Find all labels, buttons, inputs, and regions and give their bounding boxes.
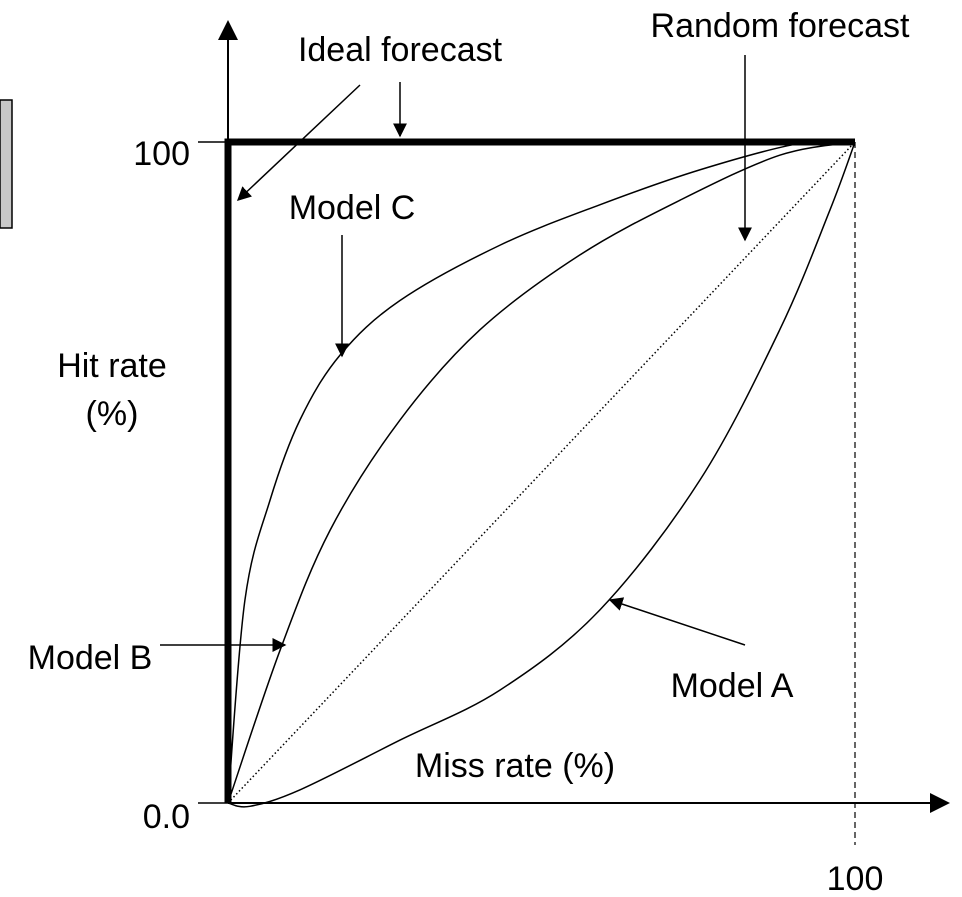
- series-line: [227, 140, 856, 804]
- y-axis-label: Hit rate (%): [57, 347, 167, 433]
- y-tick-label: 100: [133, 135, 190, 173]
- series-line: [227, 141, 856, 804]
- series-line: [224, 138, 855, 803]
- x-axis-label: Miss rate (%): [415, 747, 615, 785]
- side-box: [0, 99, 13, 229]
- series-label: Model A: [671, 667, 794, 705]
- series-label: Random forecast: [651, 7, 910, 45]
- arrow: [608, 597, 746, 646]
- series-label: Ideal forecast: [298, 31, 503, 69]
- series-line: [227, 141, 856, 808]
- x-tick-label: 100: [827, 860, 884, 897]
- series-label: Model B: [28, 639, 153, 677]
- series-label: Model C: [289, 189, 416, 227]
- y-tick-label: 0.0: [143, 798, 190, 836]
